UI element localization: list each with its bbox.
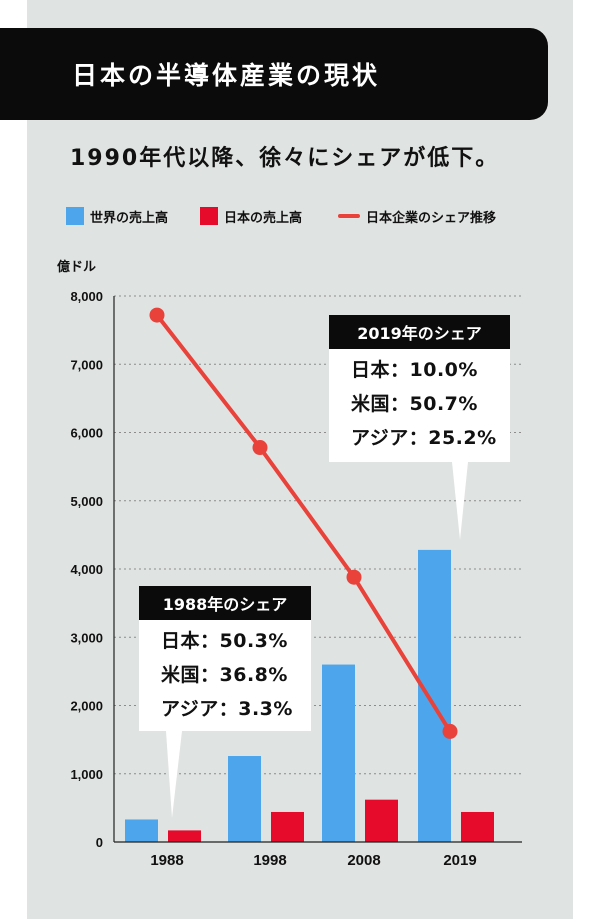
page-subtitle: 1990年代以降、徐々にシェアが低下。 bbox=[70, 146, 500, 171]
bar-world-2008 bbox=[322, 664, 355, 842]
legend-item-share: 日本企業のシェア推移 bbox=[338, 206, 496, 226]
callout-2019-pointer bbox=[452, 462, 468, 540]
callout-1988-usa: 米国：36.8% bbox=[161, 664, 288, 686]
line-layer bbox=[149, 307, 458, 739]
callout-2019-japan: 日本：10.0% bbox=[351, 359, 478, 381]
y-tick-label: 4,000 bbox=[70, 562, 103, 577]
legend-line-share bbox=[338, 214, 360, 218]
callout-2019-title: 2019年のシェア bbox=[329, 315, 510, 349]
callout-1988-japan: 日本：50.3% bbox=[161, 630, 288, 652]
x-tick-label: 2019 bbox=[443, 852, 476, 869]
callout-1988-asia: アジア：3.3% bbox=[161, 698, 293, 720]
y-tick-label: 0 bbox=[96, 835, 103, 850]
bar-japan-2008 bbox=[365, 799, 398, 842]
bar-world-2019 bbox=[418, 549, 451, 842]
legend-swatch-world bbox=[66, 207, 84, 225]
pointer-layer bbox=[166, 462, 468, 818]
share-line bbox=[155, 313, 452, 733]
callout-1988-title: 1988年のシェア bbox=[139, 586, 311, 620]
legend-swatch-japan bbox=[200, 207, 218, 225]
bars-layer bbox=[125, 549, 494, 842]
callout-2019: 2019年のシェア 日本：10.0% 米国：50.7% アジア：25.2% bbox=[329, 315, 510, 462]
callout-1988-pointer bbox=[166, 731, 182, 818]
y-tick-label: 2,000 bbox=[70, 699, 103, 714]
legend-label-world: 世界の売上高 bbox=[90, 210, 169, 226]
y-tick-label: 8,000 bbox=[70, 289, 103, 304]
y-tick-label: 5,000 bbox=[70, 494, 103, 509]
y-tick-label: 6,000 bbox=[70, 426, 103, 441]
y-axis-label: 億ドル bbox=[57, 260, 97, 275]
share-point-1988 bbox=[149, 307, 165, 323]
share-point-2008 bbox=[346, 569, 362, 585]
legend-label-share: 日本企業のシェア推移 bbox=[366, 210, 497, 226]
callout-2019-asia: アジア：25.2% bbox=[351, 427, 497, 449]
bar-world-1998 bbox=[228, 756, 261, 842]
callout-1988: 1988年のシェア 日本：50.3% 米国：36.8% アジア：3.3% bbox=[139, 586, 311, 731]
x-tick-label: 1998 bbox=[253, 852, 286, 869]
x-tick-label: 2008 bbox=[347, 852, 380, 869]
bar-japan-1988 bbox=[168, 830, 201, 842]
tick-layer: 0 1,000 2,000 3,000 4,000 5,000 6,000 7,000 8,00… bbox=[70, 289, 476, 869]
share-point-1998 bbox=[252, 440, 268, 456]
bar-japan-1998 bbox=[271, 811, 304, 842]
y-tick-label: 3,000 bbox=[70, 630, 103, 645]
legend-label-japan: 日本の売上高 bbox=[224, 210, 303, 226]
legend-item-japan: 日本の売上高 bbox=[200, 206, 302, 226]
y-tick-label: 7,000 bbox=[70, 357, 103, 372]
bar-world-1988 bbox=[125, 819, 158, 842]
legend-item-world: 世界の売上高 bbox=[66, 206, 168, 226]
share-point-2019 bbox=[442, 723, 458, 739]
y-tick-label: 1,000 bbox=[70, 767, 103, 782]
title-bar bbox=[0, 28, 548, 120]
callout-2019-usa: 米国：50.7% bbox=[351, 393, 478, 415]
bar-japan-2019 bbox=[461, 811, 494, 842]
x-tick-label: 1988 bbox=[150, 852, 183, 869]
axis-layer bbox=[113, 296, 522, 843]
page-title: 日本の半導体産業の現状 bbox=[72, 61, 381, 90]
